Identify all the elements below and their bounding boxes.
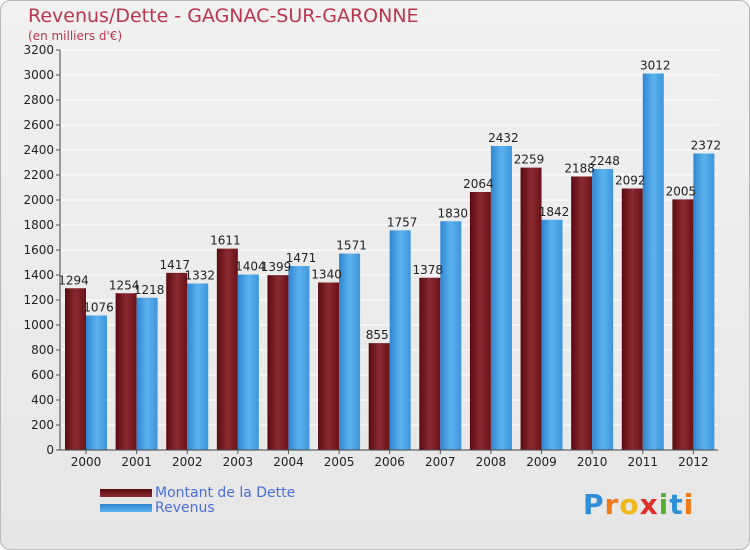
bar-debt-2009 <box>520 167 542 450</box>
bar-revenus-2006 <box>389 230 411 450</box>
y-tick-label: 2400 <box>23 143 54 157</box>
data-label-revenus-2010: 2248 <box>589 154 620 168</box>
data-label-debt-2004: 1399 <box>261 260 292 274</box>
y-tick-label: 400 <box>31 393 54 407</box>
x-tick-label: 2006 <box>374 455 405 469</box>
x-tick-label: 2001 <box>121 455 152 469</box>
chart-title: Revenus/Dette - GAGNAC-SUR-GARONNE <box>28 5 419 27</box>
proxiti-logo: Proxiti <box>583 488 694 521</box>
logo-letter: x <box>639 488 659 521</box>
bar-revenus-2002 <box>187 283 209 450</box>
bar-revenus-2010 <box>592 169 614 450</box>
bar-debt-2002 <box>166 272 188 450</box>
y-tick-label: 800 <box>31 343 54 357</box>
y-tick-label: 3200 <box>23 43 54 57</box>
bar-debt-2001 <box>115 293 137 450</box>
data-label-revenus-2008: 2432 <box>488 131 519 145</box>
bar-revenus-2008 <box>490 146 512 450</box>
y-tick-label: 2600 <box>23 118 54 132</box>
data-label-debt-2009: 2259 <box>514 153 545 167</box>
data-label-revenus-2001: 1218 <box>134 283 165 297</box>
x-tick-label: 2007 <box>425 455 456 469</box>
data-label-revenus-2005: 1571 <box>336 239 367 253</box>
data-label-revenus-2004: 1471 <box>286 251 317 265</box>
bar-revenus-2005 <box>339 253 361 450</box>
data-label-revenus-2012: 2372 <box>691 139 722 153</box>
bar-debt-2003 <box>216 248 238 450</box>
y-tick-label: 1400 <box>23 268 54 282</box>
y-tick-label: 200 <box>31 418 54 432</box>
x-tick-label: 2000 <box>71 455 102 469</box>
data-label-revenus-2009: 1842 <box>539 205 570 219</box>
y-tick-label: 1000 <box>23 318 54 332</box>
bar-debt-2011 <box>621 188 643 450</box>
data-label-revenus-2003: 1404 <box>235 260 266 274</box>
legend-label-revenus: Revenus <box>155 500 215 516</box>
bar-revenus-2007 <box>440 221 462 450</box>
bar-debt-2005 <box>318 282 340 450</box>
data-label-debt-2008: 2064 <box>463 177 494 191</box>
data-label-revenus-2006: 1757 <box>387 215 418 229</box>
legend-swatch-revenus <box>100 504 152 512</box>
bar-revenus-2004 <box>288 266 310 450</box>
y-tick-label: 1800 <box>23 218 54 232</box>
y-tick-label: 0 <box>46 443 54 457</box>
y-tick-label: 2800 <box>23 93 54 107</box>
data-label-revenus-2011: 3012 <box>640 59 671 73</box>
data-label-debt-2010: 2188 <box>564 162 595 176</box>
x-tick-label: 2002 <box>172 455 203 469</box>
bar-revenus-2012 <box>693 153 715 450</box>
data-label-revenus-2002: 1332 <box>184 269 215 283</box>
logo-letter: t <box>669 488 684 521</box>
x-tick-label: 2005 <box>324 455 355 469</box>
logo-letter: P <box>583 488 605 521</box>
bar-debt-2010 <box>571 176 593 450</box>
logo-letter: o <box>619 488 640 521</box>
data-label-debt-2005: 1340 <box>311 268 342 282</box>
data-label-revenus-2007: 1830 <box>438 206 469 220</box>
x-tick-label: 2003 <box>223 455 254 469</box>
y-tick-label: 2200 <box>23 168 54 182</box>
x-tick-label: 2004 <box>273 455 304 469</box>
bar-debt-2007 <box>419 277 441 450</box>
y-tick-label: 1200 <box>23 293 54 307</box>
data-label-debt-2011: 2092 <box>615 174 646 188</box>
x-tick-label: 2011 <box>627 455 658 469</box>
bar-revenus-2009 <box>541 219 563 450</box>
logo-letter: r <box>604 488 620 521</box>
data-label-debt-2000: 1294 <box>58 273 89 287</box>
chart-subtitle: (en milliers d'€) <box>28 29 123 43</box>
logo-letter: i <box>683 488 695 521</box>
bar-revenus-2011 <box>642 73 664 450</box>
bar-revenus-2001 <box>136 297 158 450</box>
bar-debt-2008 <box>469 192 491 450</box>
x-tick-label: 2008 <box>476 455 507 469</box>
legend-label-debt: Montant de la Dette <box>155 485 296 501</box>
y-tick-label: 2000 <box>23 193 54 207</box>
x-tick-label: 2009 <box>526 455 557 469</box>
bar-debt-2012 <box>672 199 694 450</box>
data-label-debt-2001: 1254 <box>109 278 140 292</box>
data-label-debt-2002: 1417 <box>159 258 190 272</box>
legend-swatch-debt <box>100 489 152 497</box>
data-label-revenus-2000: 1076 <box>83 301 114 315</box>
x-tick-label: 2010 <box>577 455 608 469</box>
data-label-debt-2007: 1378 <box>413 263 444 277</box>
logo-letter: i <box>658 488 670 521</box>
bar-debt-2004 <box>267 275 289 450</box>
data-label-debt-2003: 1611 <box>210 234 241 248</box>
data-label-debt-2012: 2005 <box>666 184 697 198</box>
bar-revenus-2003 <box>237 274 259 450</box>
y-tick-label: 1600 <box>23 243 54 257</box>
data-label-debt-2006: 855 <box>366 328 389 342</box>
x-tick-label: 2012 <box>678 455 709 469</box>
y-tick-label: 3000 <box>23 68 54 82</box>
y-tick-label: 600 <box>31 368 54 382</box>
bar-debt-2000 <box>65 288 86 450</box>
bar-revenus-2000 <box>86 315 107 450</box>
bar-debt-2006 <box>368 343 390 450</box>
